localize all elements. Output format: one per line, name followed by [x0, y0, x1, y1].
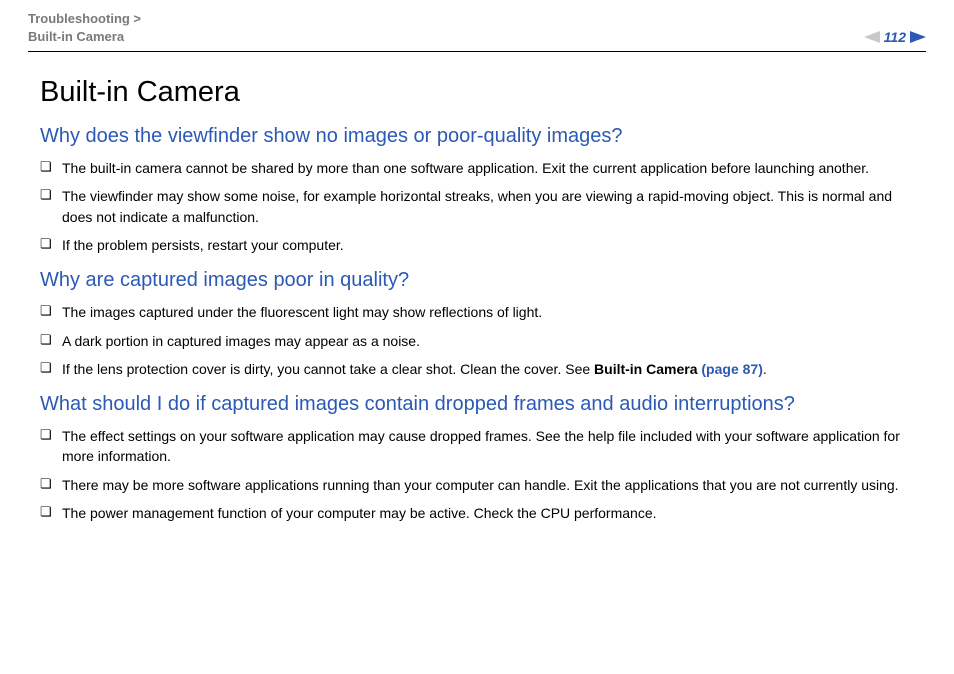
breadcrumb: Troubleshooting > Built-in Camera — [28, 10, 141, 45]
list-item-text: If the lens protection cover is dirty, y… — [62, 359, 914, 379]
list-item-text: A dark portion in captured images may ap… — [62, 331, 914, 351]
page-nav: 112 — [864, 29, 926, 45]
page-content: Built-in Camera Why does the viewfinder … — [28, 76, 926, 523]
list-item: ❏ If the lens protection cover is dirty,… — [40, 359, 914, 379]
list-item: ❏ If the problem persists, restart your … — [40, 235, 914, 255]
list-item: ❏ The effect settings on your software a… — [40, 426, 914, 467]
list-item: ❏ The images captured under the fluoresc… — [40, 302, 914, 322]
text-suffix: . — [763, 361, 767, 377]
bullet-icon: ❏ — [40, 158, 62, 177]
answer-list: ❏ The images captured under the fluoresc… — [40, 302, 914, 379]
bullet-icon: ❏ — [40, 503, 62, 522]
breadcrumb-line2: Built-in Camera — [28, 28, 141, 46]
prev-page-icon[interactable] — [864, 31, 880, 43]
answer-list: ❏ The effect settings on your software a… — [40, 426, 914, 523]
page-title: Built-in Camera — [40, 76, 914, 109]
question-heading: Why does the viewfinder show no images o… — [40, 125, 914, 148]
bullet-icon: ❏ — [40, 186, 62, 205]
text-prefix: If the lens protection cover is dirty, y… — [62, 361, 594, 377]
bullet-icon: ❏ — [40, 331, 62, 350]
list-item: ❏ The viewfinder may show some noise, fo… — [40, 186, 914, 227]
list-item-text: The effect settings on your software app… — [62, 426, 914, 467]
next-page-icon[interactable] — [910, 31, 926, 43]
list-item-text: The viewfinder may show some noise, for … — [62, 186, 914, 227]
question-heading: Why are captured images poor in quality? — [40, 269, 914, 292]
list-item: ❏ A dark portion in captured images may … — [40, 331, 914, 351]
list-item-text: The power management function of your co… — [62, 503, 914, 523]
page-link[interactable]: (page 87) — [701, 361, 762, 377]
header-divider — [28, 51, 926, 52]
bullet-icon: ❏ — [40, 302, 62, 321]
bullet-icon: ❏ — [40, 426, 62, 445]
bullet-icon: ❏ — [40, 359, 62, 378]
bullet-icon: ❏ — [40, 235, 62, 254]
breadcrumb-line1: Troubleshooting > — [28, 10, 141, 28]
list-item: ❏ The power management function of your … — [40, 503, 914, 523]
list-item-text: If the problem persists, restart your co… — [62, 235, 914, 255]
page-header: Troubleshooting > Built-in Camera 112 — [28, 10, 926, 51]
list-item: ❏ The built-in camera cannot be shared b… — [40, 158, 914, 178]
answer-list: ❏ The built-in camera cannot be shared b… — [40, 158, 914, 255]
question-heading: What should I do if captured images cont… — [40, 393, 914, 416]
list-item-text: There may be more software applications … — [62, 475, 914, 495]
page-number: 112 — [884, 29, 906, 45]
list-item-text: The images captured under the fluorescen… — [62, 302, 914, 322]
list-item: ❏ There may be more software application… — [40, 475, 914, 495]
bold-text: Built-in Camera — [594, 361, 701, 377]
bullet-icon: ❏ — [40, 475, 62, 494]
list-item-text: The built-in camera cannot be shared by … — [62, 158, 914, 178]
